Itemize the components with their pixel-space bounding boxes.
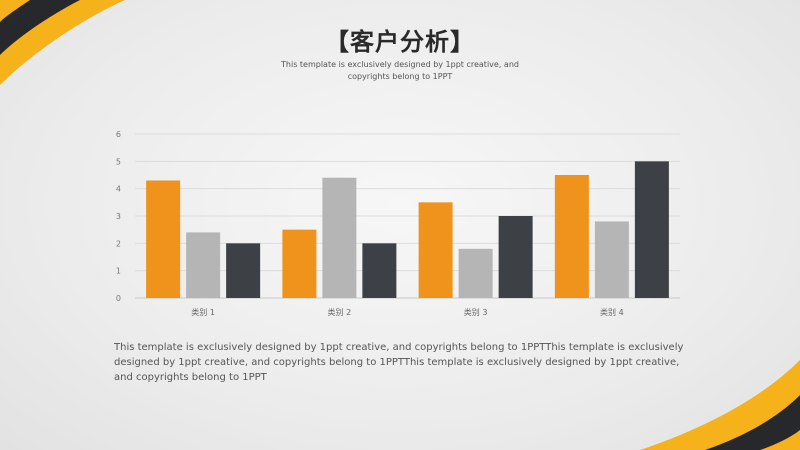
bar: [146, 180, 181, 298]
bar: [458, 248, 493, 298]
x-tick-label: 类别 2: [328, 307, 352, 317]
bottom-right-dark-swoosh: [705, 395, 800, 450]
bottom-right-thin-swoosh: [760, 430, 800, 450]
y-tick-label: 0: [116, 294, 121, 303]
y-tick-label: 2: [116, 239, 121, 248]
x-tick-label: 类别 3: [464, 307, 488, 317]
bar: [418, 202, 453, 298]
body-paragraph: This template is exclusively designed by…: [114, 342, 684, 383]
top-left-dark-swoosh: [0, 0, 80, 55]
bar-chart: 0 1 2 3 4 5 6 类别 1 类别 2 类别 3 类别 4: [116, 130, 680, 317]
bar: [322, 177, 357, 298]
bar: [362, 243, 397, 298]
x-tick-label: 类别 4: [600, 307, 624, 317]
bar: [594, 221, 629, 298]
page-subtitle: This template is exclusively designed by…: [281, 60, 519, 81]
bar: [498, 216, 533, 298]
bar: [186, 232, 221, 298]
bar: [554, 175, 589, 298]
y-tick-label: 3: [116, 212, 121, 221]
y-tick-label: 4: [116, 185, 121, 194]
y-tick-label: 6: [116, 130, 121, 139]
page-title: 【客户分析】: [325, 28, 475, 56]
y-tick-label: 5: [116, 157, 121, 166]
top-left-thin-swoosh: [0, 0, 30, 22]
bar: [282, 229, 317, 298]
x-tick-label: 类别 1: [191, 307, 215, 317]
y-tick-label: 1: [116, 267, 121, 276]
bar: [226, 243, 261, 298]
bar: [634, 161, 669, 298]
